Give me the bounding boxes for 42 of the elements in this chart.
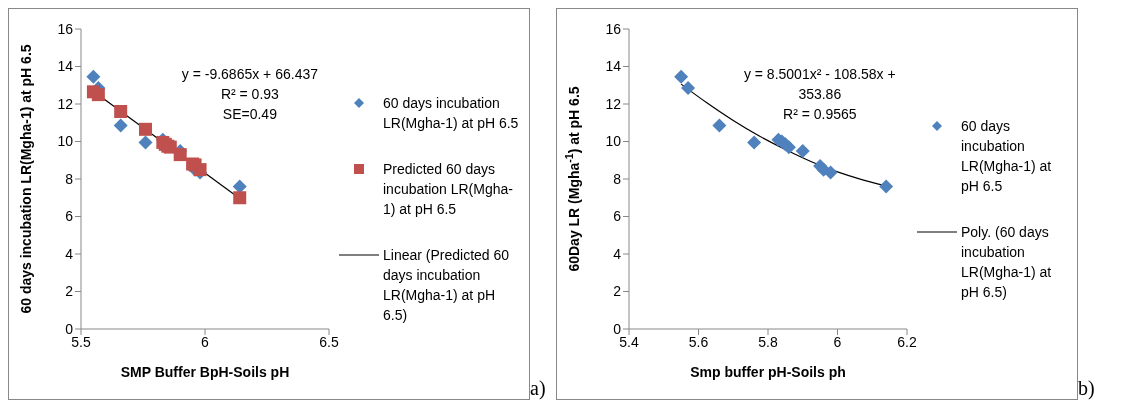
y-axis-title: 60 days incubation LR(Mgha-1) at pH 6.5	[18, 44, 34, 314]
y-tick-label: 10	[605, 133, 622, 150]
y-tick-label: 0	[613, 320, 622, 337]
legend-label: 60 days incubation LR(Mgha-1) at pH 6.5	[961, 117, 1053, 196]
x-tick-label: 5.4	[619, 333, 639, 350]
x-axis-title: SMP Buffer BpH-Soils pH	[120, 364, 290, 380]
text: a)	[530, 377, 547, 400]
legend-label: Poly. (60 days incubation LR(Mgha-1) at pH 6.5)	[961, 223, 1053, 302]
annotation: R² = 0.93	[219, 85, 280, 104]
y-tick-label: 2	[613, 283, 622, 300]
annotation: R² = 0.9565	[782, 105, 858, 124]
x-tick-label: 6.2	[897, 333, 917, 350]
y-tick-label: 14	[57, 58, 74, 75]
x-tick-label: 5.6	[688, 333, 709, 350]
y-tick-label: 6	[65, 208, 74, 225]
y-tick-label: 12	[57, 95, 74, 112]
x-axis-title: Smp buffer pH-Soils ph	[690, 364, 846, 380]
y-tick-label: 0	[65, 320, 74, 337]
y-tick-label: 12	[605, 95, 622, 112]
x-tick-label: 6	[201, 333, 210, 350]
text: b)	[1078, 377, 1096, 400]
y-tick-label: 16	[57, 20, 74, 37]
annotation: 353.86	[797, 85, 843, 104]
annotation: SE=0.49	[221, 105, 278, 124]
y-tick-label: 8	[613, 170, 622, 187]
y-tick-label: 4	[65, 245, 74, 262]
annotation: y = -9.6865x + 66.437	[180, 65, 319, 84]
y-tick-label: 8	[65, 170, 74, 187]
y-tick-label: 6	[613, 208, 622, 225]
annotation: y = 8.5001x² - 108.58x +	[742, 65, 897, 84]
y-tick-label: 16	[605, 20, 622, 37]
x-tick-label: 5.8	[758, 333, 778, 350]
legend-label: Predicted 60 days incubation LR(Mgha-1) at pH 6.5	[383, 160, 514, 219]
x-tick-label: 6.5	[319, 333, 339, 350]
y-tick-label: 2	[65, 283, 74, 300]
x-tick-label: 6	[833, 333, 842, 350]
y-tick-label: 4	[613, 245, 622, 262]
legend-label: 60 days incubation LR(Mgha-1) at pH 6.5	[383, 94, 520, 133]
legend-label: Linear (Predicted 60 days incubation LR(Mgha-1) at pH 6.5)	[383, 246, 511, 325]
y-tick-label: 10	[57, 133, 74, 150]
x-tick-label: 5.5	[71, 333, 91, 350]
y-tick-label: 14	[605, 58, 622, 75]
